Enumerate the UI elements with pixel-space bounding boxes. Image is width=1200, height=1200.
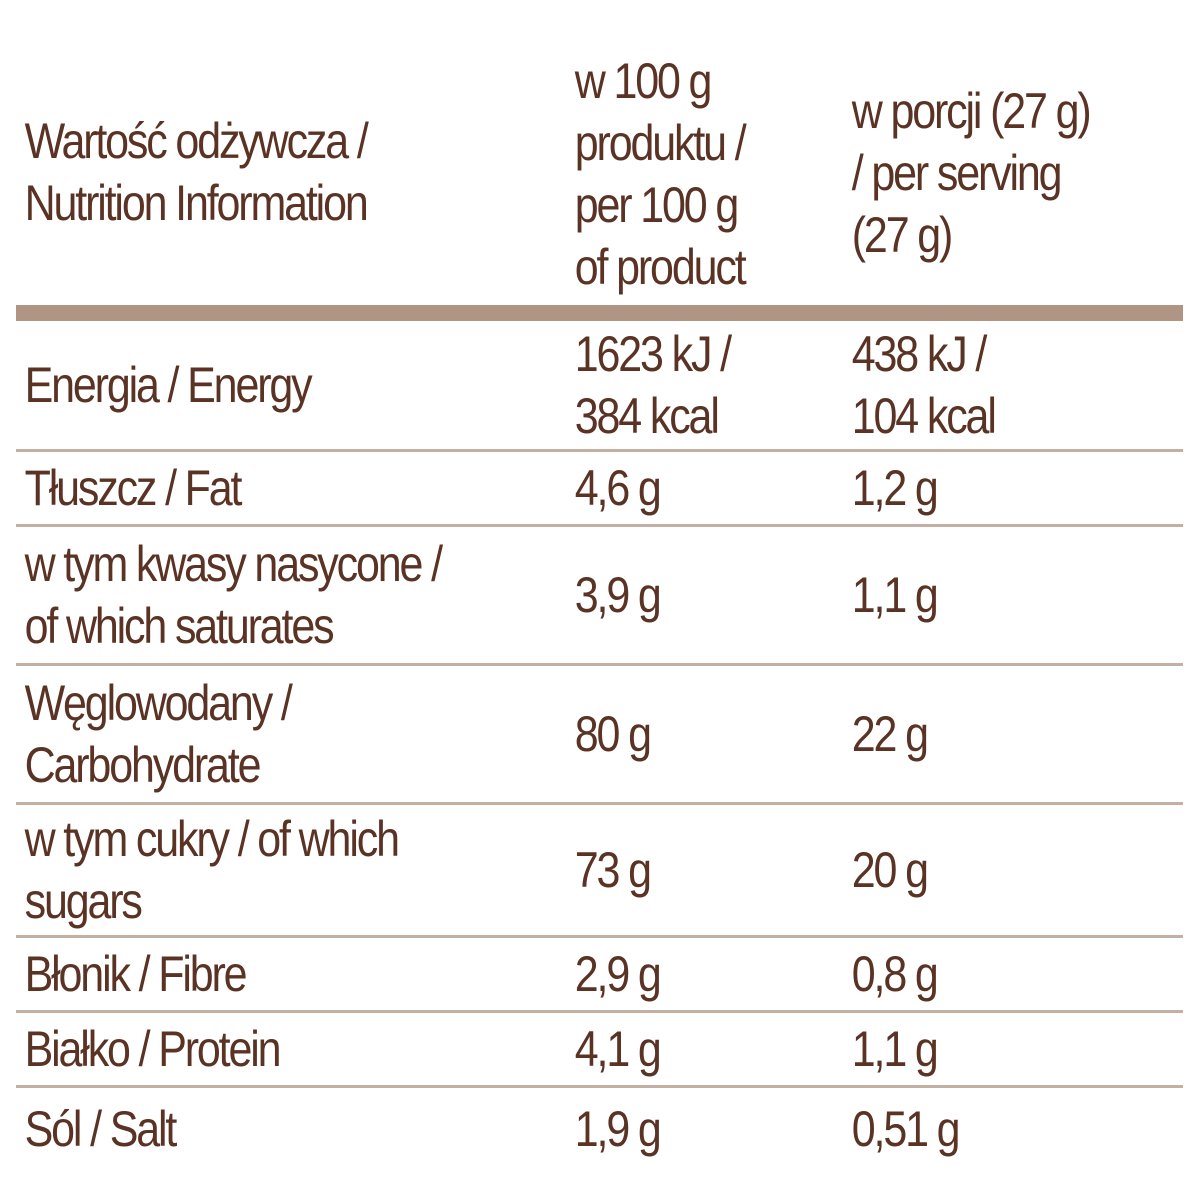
row-value-line: 73 g [574,842,652,898]
row-label-line: Carbohydrate [24,737,262,793]
row-label: w tym cukry / of which sugars [16,808,485,932]
header-label-line: Nutrition Information [24,175,369,231]
table-row-saturates: w tym kwasy nasycone / of which saturate… [16,527,1183,666]
header-per-serving: w porcji (27 g) / per serving (27 g) [838,50,1135,266]
row-label-line: of which saturates [24,598,335,654]
row-value-line: 1,2 g [851,460,939,516]
row-per-serving: 0,8 g [838,943,1135,1005]
row-label: Tłuszcz / Fat [16,457,485,519]
row-label-line: Tłuszcz / Fat [24,460,243,516]
row-value-line: 4,6 g [574,460,662,516]
row-per-serving: 438 kJ / 104 kcal [838,323,1135,447]
row-per-100g: 1623 kJ / 384 kcal [561,323,799,447]
table-row-protein: Białko / Protein 4,1 g 1,1 g [16,1013,1183,1088]
header-label-line: Wartość odżywcza / [24,113,369,169]
row-value-line: 4,1 g [574,1021,662,1077]
row-value-line: 0,8 g [851,946,939,1002]
row-label: Energia / Energy [16,354,485,416]
header-per100-line: w 100 g [574,53,713,109]
row-value-line: 3,9 g [574,567,662,623]
header-serving-line: (27 g) [851,207,954,263]
row-per-serving: 1,2 g [838,457,1135,519]
row-value-line: 104 kcal [851,388,997,444]
table-row-energy: Energia / Energy 1623 kJ / 384 kcal 438 … [16,321,1183,452]
row-value-line: 1,1 g [851,567,939,623]
row-value-line: 1,9 g [574,1101,662,1157]
row-value-line: 0,51 g [851,1101,961,1157]
row-per-100g: 80 g [561,703,799,765]
header-per100-line: per 100 g [574,177,740,233]
row-value-line: 22 g [851,706,929,762]
row-label-line: Energia / Energy [24,357,313,413]
row-value-line: 20 g [851,842,929,898]
row-label-line: w tym kwasy nasycone / [24,536,443,592]
row-per-serving: 1,1 g [838,564,1135,626]
row-value-line: 384 kcal [574,388,720,444]
row-label-line: w tym cukry / of which [24,811,400,867]
row-per-100g: 1,9 g [561,1098,799,1160]
row-value-line: 80 g [574,706,652,762]
row-value-line: 438 kJ / [851,326,988,382]
header-serving-line: / per serving [851,145,1063,201]
row-label-line: Białko / Protein [24,1021,282,1077]
row-per-100g: 4,6 g [561,457,799,519]
row-per-100g: 2,9 g [561,943,799,1005]
header-serving-line: w porcji (27 g) [851,83,1092,139]
table-row-sugars: w tym cukry / of which sugars 73 g 20 g [16,805,1183,938]
row-per-serving: 0,51 g [838,1098,1135,1160]
table-row-carbohydrate: Węglowodany / Carbohydrate 80 g 22 g [16,666,1183,805]
row-label: Węglowodany / Carbohydrate [16,672,485,796]
table-row-salt: Sól / Salt 1,9 g 0,51 g [16,1088,1183,1170]
row-label-line: Błonik / Fibre [24,946,248,1002]
row-label-line: Sól / Salt [24,1101,178,1157]
header-per-100g: w 100 g produktu / per 100 g of product [561,50,799,298]
table-header: Wartość odżywcza / Nutrition Information… [16,0,1183,321]
row-per-serving: 20 g [838,839,1135,901]
row-label: Białko / Protein [16,1018,485,1080]
row-label-line: Węglowodany / [24,675,293,731]
header-per100-line: produktu / [574,115,747,171]
row-label-line: sugars [24,873,143,929]
row-per-100g: 4,1 g [561,1018,799,1080]
row-label: Sól / Salt [16,1098,485,1160]
row-value-line: 2,9 g [574,946,662,1002]
header-per100-line: of product [574,239,747,295]
row-value-line: 1,1 g [851,1021,939,1077]
row-label: w tym kwasy nasycone / of which saturate… [16,533,485,657]
table-row-fibre: Błonik / Fibre 2,9 g 0,8 g [16,938,1183,1013]
row-per-100g: 73 g [561,839,799,901]
row-value-line: 1623 kJ / [574,326,732,382]
table-row-fat: Tłuszcz / Fat 4,6 g 1,2 g [16,452,1183,527]
row-label: Błonik / Fibre [16,943,485,1005]
row-per-100g: 3,9 g [561,564,799,626]
row-per-serving: 1,1 g [838,1018,1135,1080]
header-label: Wartość odżywcza / Nutrition Information [16,50,485,234]
row-per-serving: 22 g [838,703,1135,765]
nutrition-table: Wartość odżywcza / Nutrition Information… [16,0,1183,1170]
